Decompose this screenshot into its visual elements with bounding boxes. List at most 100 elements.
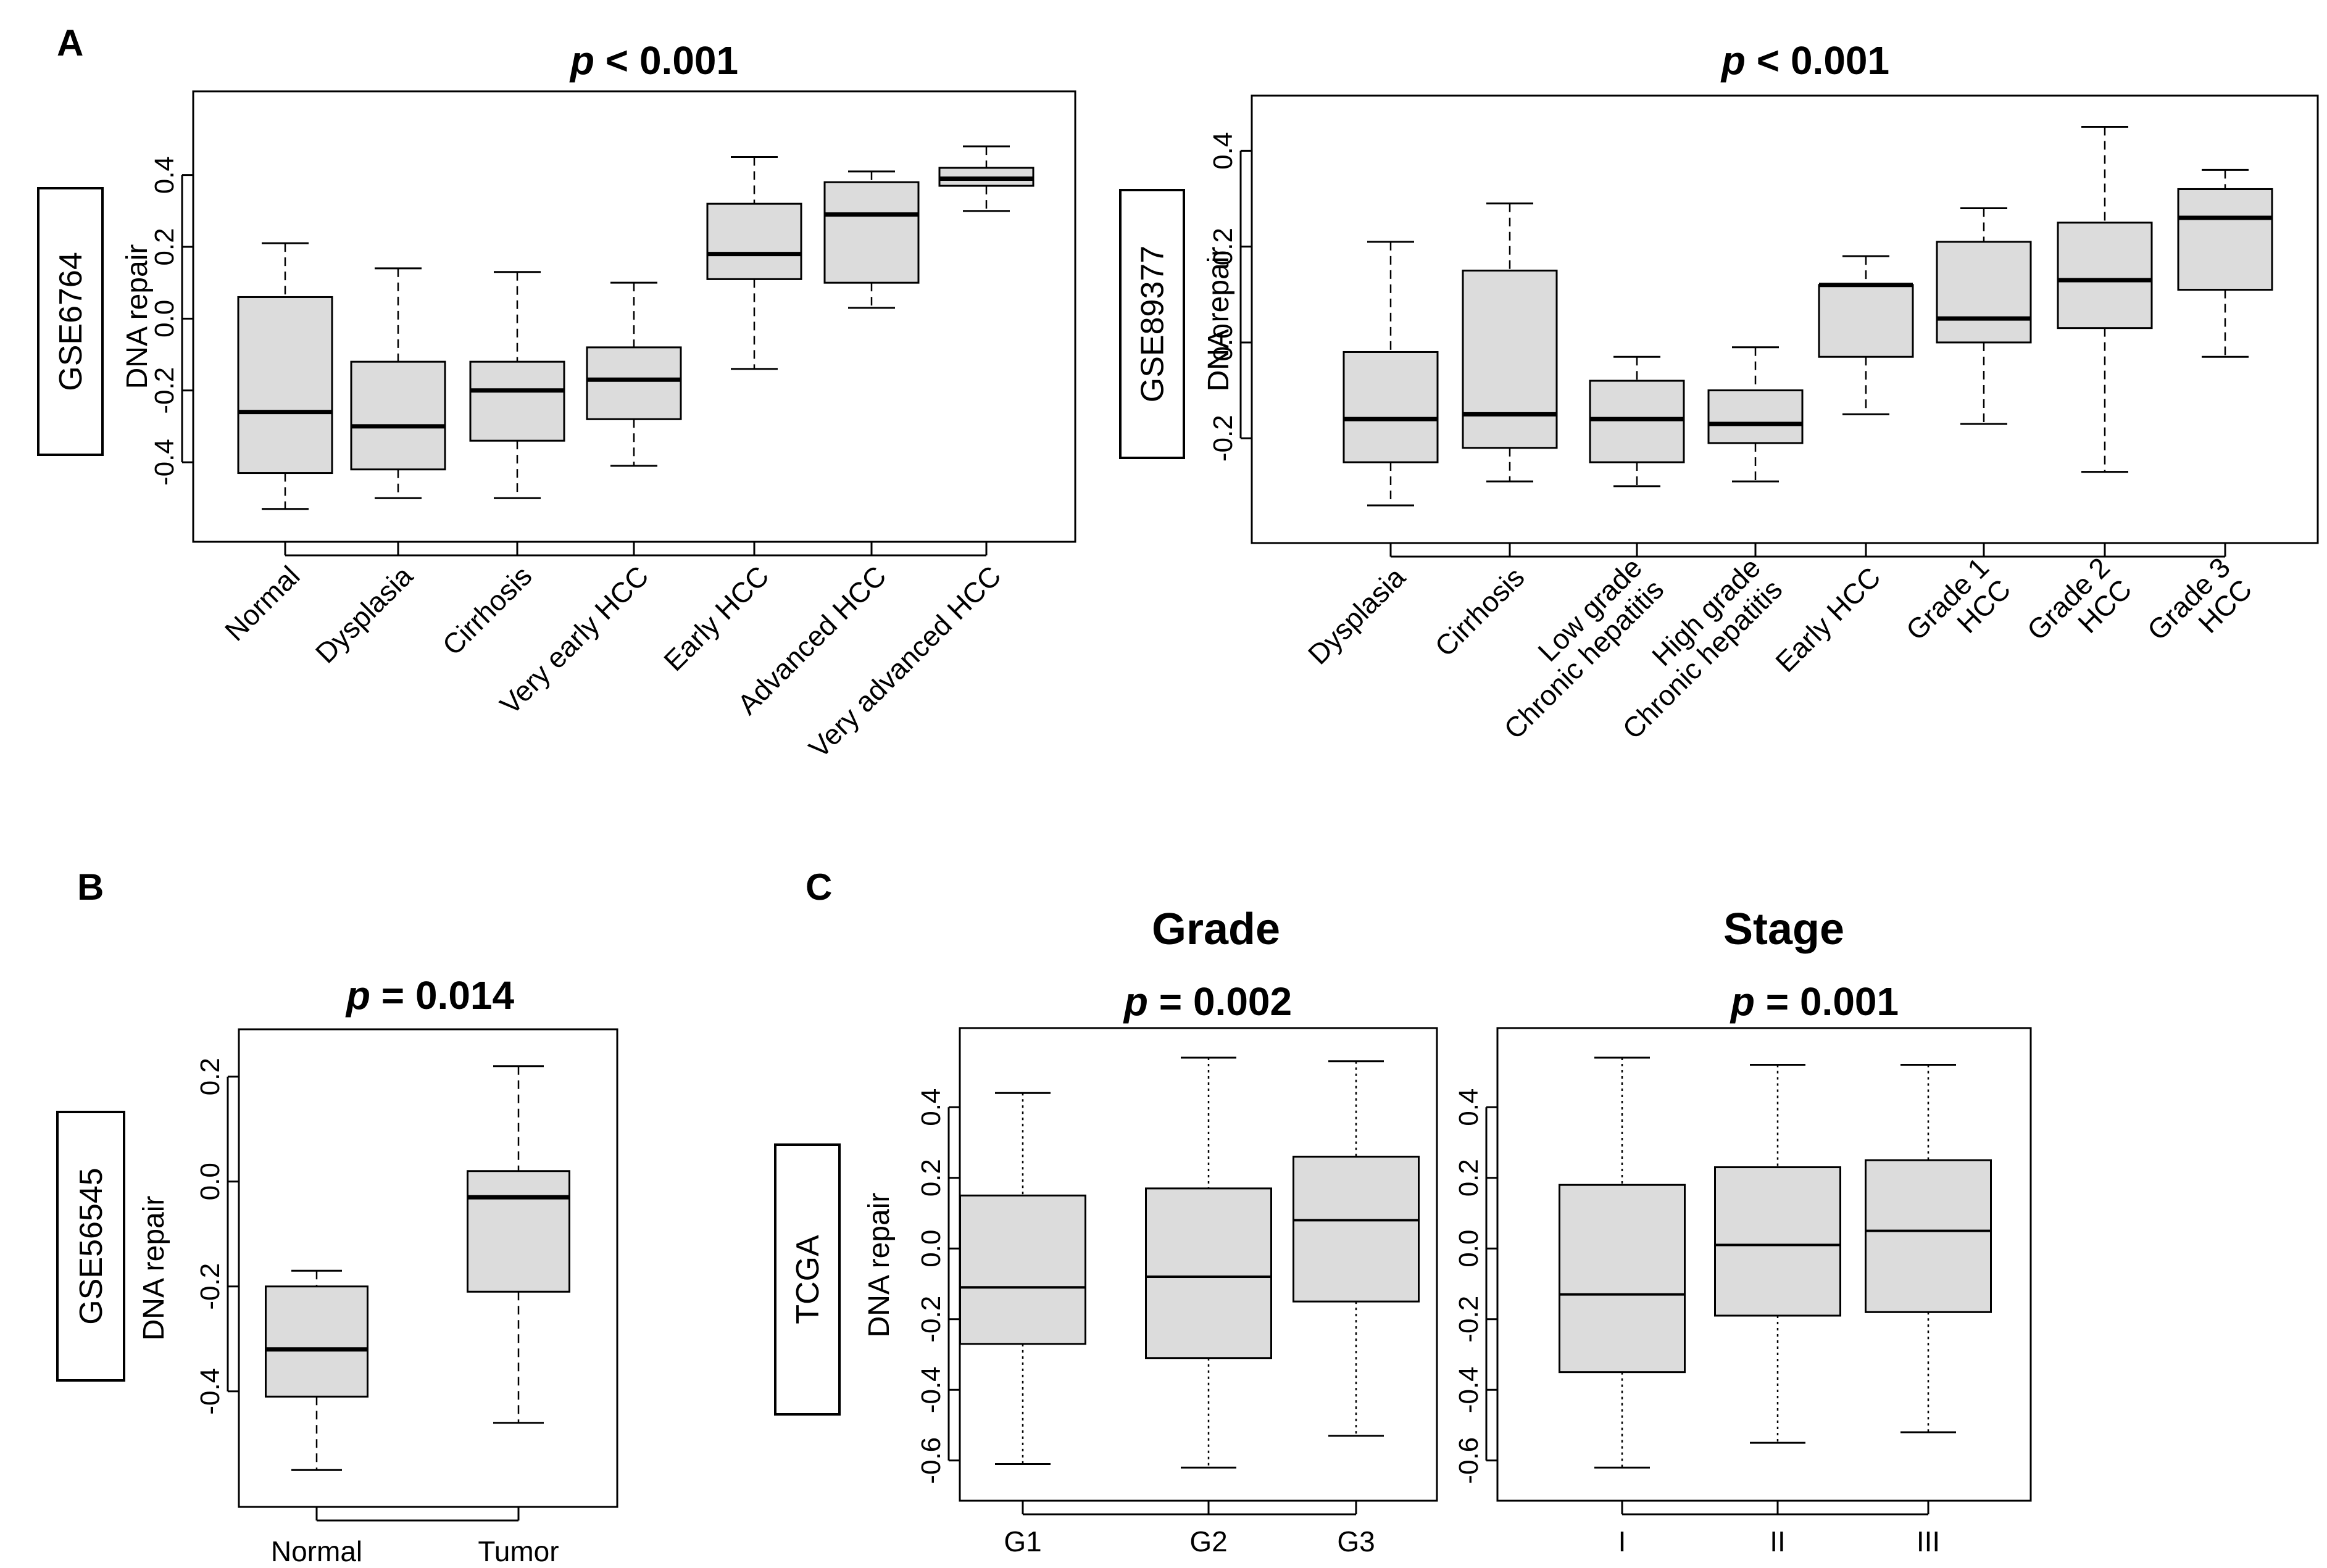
y-tick-label: -0.2 (1208, 415, 1238, 462)
y-tick-label: 0.2 (195, 1058, 225, 1095)
y-axis-label: DNA repair (138, 1196, 170, 1341)
p-symbol: p (1123, 979, 1148, 1024)
category-label: Tumor (478, 1535, 559, 1567)
category-label-line: Early HCC (657, 560, 775, 677)
box-group (959, 1092, 1086, 1466)
box-iqr (2057, 222, 2153, 330)
category-label: Very advanced HCC (802, 560, 1007, 764)
box-group (2057, 126, 2153, 473)
box-group (2177, 168, 2273, 358)
y-tick-label: -0.4 (195, 1368, 225, 1415)
grade-column-title: Grade (1152, 905, 1280, 954)
box-iqr (265, 1285, 368, 1398)
box-iqr (469, 360, 565, 442)
plot-frame (1251, 94, 2319, 544)
category-label: I (1618, 1525, 1626, 1558)
dataset-label-box (774, 1143, 841, 1416)
box-group (1293, 1060, 1420, 1437)
category-label: Normal (219, 560, 306, 647)
y-tick-label: -0.2 (195, 1263, 225, 1310)
box-group (823, 170, 920, 309)
y-tick-label: 0.2 (1454, 1159, 1484, 1197)
box-iqr (1865, 1159, 1992, 1313)
p-symbol: p (1720, 38, 1746, 83)
category-label-line: Cirrhosis (1428, 561, 1530, 663)
y-axis-label: DNA repair (1202, 247, 1235, 392)
box-iqr (959, 1194, 1086, 1345)
category-label-line: Dysplasia (1302, 561, 1412, 671)
category-label: Dysplasia (309, 560, 419, 670)
box-group (938, 145, 1034, 212)
category-label-line: Cirrhosis (436, 560, 538, 662)
category-label: Dysplasia (1302, 561, 1412, 671)
p-value: < 0.001 (594, 38, 738, 83)
box-group (1936, 207, 2032, 425)
box-group (1707, 346, 1804, 483)
chart-3: -0.6 -0.4 -0.2 0.0 0.2 0.4 DNA repair G1 G2 G3 p =… (774, 979, 1438, 1558)
y-tick-label: 0.0 (916, 1230, 946, 1267)
p-value: < 0.001 (1746, 38, 1889, 83)
plot-frame (1496, 1027, 2032, 1502)
chart-1: -0.2 0.0 0.2 0.4 DNA repair Dysplasia Cirrhosi… (1119, 38, 2319, 745)
y-tick-label: -0.4 (149, 439, 180, 486)
dataset-label: GSE89377 (1135, 246, 1171, 402)
y-tick-label: -0.2 (916, 1296, 946, 1343)
p-value-title: p = 0.002 (1123, 979, 1292, 1024)
category-label-line: Very advanced HCC (802, 560, 1007, 764)
dataset-label-box (37, 187, 104, 456)
category-label-line: Dysplasia (309, 560, 419, 670)
y-tick-label: 0.2 (916, 1159, 946, 1197)
panel-letter-a: A (57, 22, 83, 64)
box-iqr (1559, 1184, 1686, 1374)
p-symbol: p (569, 38, 594, 83)
p-value: = 0.002 (1148, 979, 1292, 1024)
category-label: Grade 1HCC (1900, 551, 2017, 668)
box-iqr (823, 181, 920, 284)
y-tick-label: 0.0 (1454, 1230, 1484, 1267)
y-tick-label: 0.4 (149, 156, 180, 194)
y-axis-label: DNA repair (121, 244, 154, 389)
y-tick-label: -0.6 (1454, 1437, 1484, 1484)
dataset-label-box (1119, 189, 1185, 459)
dataset-label: GSE6764 (53, 252, 89, 391)
box-iqr (706, 202, 802, 280)
box-iqr (1293, 1155, 1420, 1303)
box-iqr (1342, 351, 1439, 463)
category-label: G3 (1337, 1525, 1375, 1558)
y-tick-label: 0.4 (1208, 132, 1238, 170)
box-group (1865, 1063, 1992, 1433)
y-tick-label: 0.4 (1454, 1089, 1484, 1126)
box-iqr (467, 1170, 570, 1293)
category-label: G2 (1189, 1525, 1227, 1558)
p-symbol: p (1730, 979, 1755, 1024)
box-group (1559, 1056, 1686, 1469)
category-label-line: Early HCC (1769, 561, 1886, 678)
p-value: = 0.001 (1755, 979, 1899, 1024)
stage-column-title: Stage (1723, 905, 1844, 954)
category-label: G1 (1004, 1525, 1041, 1558)
chart-0: -0.4 -0.2 0.0 0.2 0.4 DNA repair Normal Dysplas… (37, 38, 1076, 764)
box-iqr (586, 346, 682, 420)
category-label: Cirrhosis (1428, 561, 1530, 663)
y-tick-label: -0.2 (149, 367, 180, 414)
dataset-label-box (56, 1111, 125, 1382)
category-label: Early HCC (1769, 561, 1886, 678)
dataset-label: TCGA (790, 1235, 826, 1324)
y-tick-label: -0.4 (916, 1366, 946, 1413)
box-iqr (237, 296, 333, 475)
box-iqr (1589, 380, 1685, 463)
y-tick-label: 0.4 (916, 1089, 946, 1126)
category-label: II (1770, 1525, 1786, 1558)
category-label: Grade 2HCC (2021, 551, 2138, 668)
box-iqr (2177, 188, 2273, 291)
y-tick-label: 0.2 (1208, 228, 1238, 265)
box-group (1145, 1056, 1272, 1469)
box-group (237, 242, 333, 510)
box-group (706, 156, 802, 370)
box-iqr (1145, 1187, 1272, 1359)
box-group (1714, 1063, 1841, 1444)
box-group (265, 1269, 368, 1471)
panel-letter-c: C (806, 866, 832, 908)
